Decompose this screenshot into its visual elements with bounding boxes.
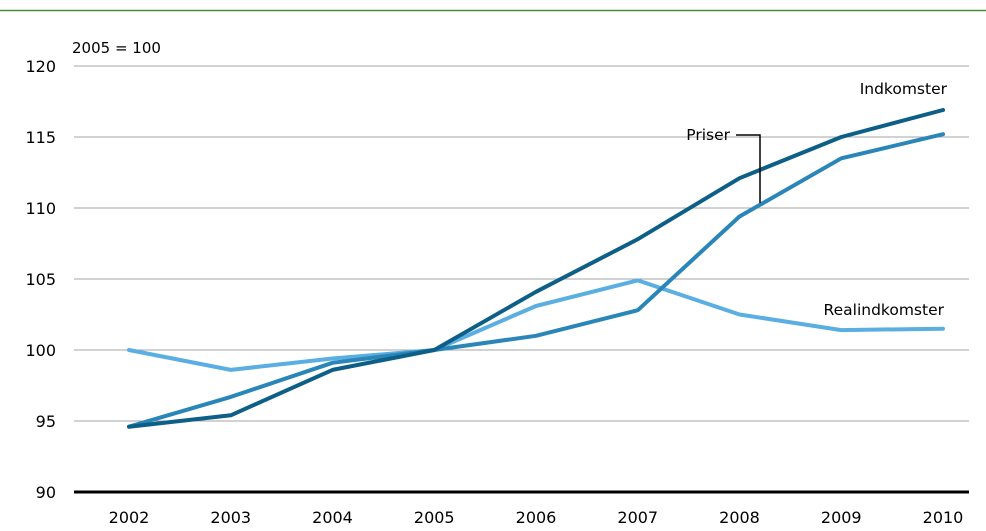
y-tick-label: 105 bbox=[25, 270, 56, 289]
x-tick-label: 2006 bbox=[516, 508, 557, 527]
x-tick-label: 2002 bbox=[109, 508, 150, 527]
y-tick-label: 120 bbox=[25, 57, 56, 76]
x-tick-label: 2007 bbox=[617, 508, 658, 527]
series-line-priser bbox=[127, 132, 945, 429]
x-tick-label: 2009 bbox=[821, 508, 862, 527]
x-tick-labels: 2002 2003 2004 2005 2006 2007 2008 2009 2010 bbox=[109, 508, 964, 527]
x-tick-label: 2003 bbox=[210, 508, 251, 527]
series-lines bbox=[127, 108, 945, 429]
x-tick-label: 2010 bbox=[923, 508, 964, 527]
unit-label: 2005 = 100 bbox=[72, 39, 161, 57]
series-label-indkomster: Indkomster bbox=[860, 80, 948, 98]
y-tick-label: 110 bbox=[25, 199, 56, 218]
y-tick-label: 95 bbox=[36, 412, 56, 431]
grid-lines bbox=[74, 65, 969, 422]
series-label-priser: Priser bbox=[686, 126, 730, 144]
series-line-indkomster bbox=[127, 108, 945, 429]
y-tick-label: 90 bbox=[36, 483, 56, 502]
priser-leader-line bbox=[736, 134, 761, 203]
x-tick-label: 2004 bbox=[312, 508, 353, 527]
x-tick-label: 2005 bbox=[414, 508, 455, 527]
y-tick-labels: 90 95 100 105 110 115 120 bbox=[25, 57, 56, 502]
y-tick-label: 115 bbox=[25, 128, 56, 147]
y-tick-label: 100 bbox=[25, 341, 56, 360]
series-line-realindkomster bbox=[127, 278, 945, 372]
x-tick-label: 2008 bbox=[719, 508, 760, 527]
series-label-realindkomster: Realindkomster bbox=[824, 301, 945, 319]
